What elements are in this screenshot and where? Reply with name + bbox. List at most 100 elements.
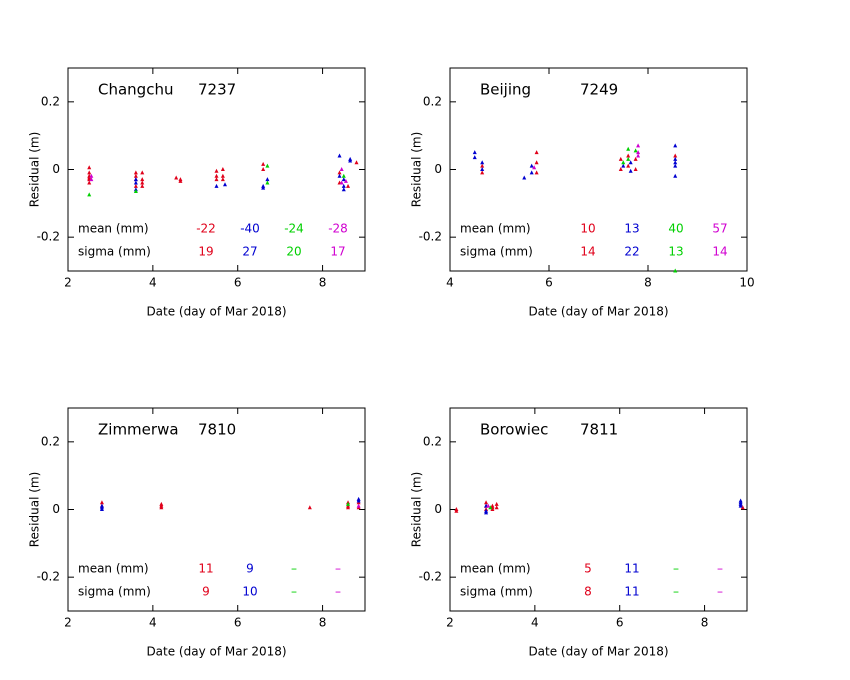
y-axis-label: Residual (m)	[410, 132, 424, 208]
point	[636, 150, 641, 155]
point	[636, 143, 641, 148]
y-tick-label: 0	[434, 162, 442, 176]
sigma-value: –	[335, 585, 341, 599]
point	[486, 503, 491, 508]
x-axis-label: Date (day of Mar 2018)	[146, 305, 286, 319]
point	[214, 177, 219, 182]
x-tick-label: 8	[319, 616, 327, 630]
sigma-value: 20	[286, 245, 301, 259]
x-tick-label: 6	[234, 276, 242, 290]
point	[99, 500, 104, 505]
sigma-value: 13	[668, 245, 683, 259]
point	[534, 160, 539, 165]
sigma-label: sigma (mm)	[78, 245, 151, 259]
y-tick-label: 0	[52, 502, 60, 516]
point	[472, 155, 477, 160]
point	[133, 188, 138, 193]
point	[628, 160, 633, 165]
point	[673, 153, 678, 158]
point	[343, 178, 348, 183]
point	[348, 158, 353, 163]
sigma-value: 14	[580, 245, 595, 259]
station-name: Beijing	[480, 81, 531, 99]
sigma-value: 10	[242, 585, 257, 599]
x-tick-label: 2	[64, 616, 72, 630]
sigma-value: 19	[198, 245, 213, 259]
x-tick-label: 4	[446, 276, 454, 290]
point	[307, 505, 312, 510]
sigma-value: –	[717, 585, 723, 599]
point	[618, 156, 623, 161]
point	[673, 268, 678, 273]
mean-label: mean (mm)	[78, 222, 149, 236]
point	[140, 177, 145, 182]
point	[480, 160, 485, 165]
station-number: 7811	[580, 421, 618, 439]
point	[87, 175, 92, 180]
y-tick-label: -0.2	[419, 230, 442, 244]
point	[133, 177, 138, 182]
point	[529, 170, 534, 175]
point	[140, 170, 145, 175]
mean-value: 11	[624, 562, 639, 576]
point	[484, 500, 489, 505]
x-axis-label: Date (day of Mar 2018)	[146, 645, 286, 659]
point	[265, 177, 270, 182]
point	[159, 505, 164, 510]
x-tick-label: 8	[319, 276, 327, 290]
sigma-value: 22	[624, 245, 639, 259]
mean-value: –	[673, 562, 679, 576]
point	[337, 173, 342, 178]
y-tick-label: 0.2	[41, 434, 60, 448]
point	[356, 498, 361, 503]
mean-label: mean (mm)	[460, 562, 531, 576]
point	[214, 168, 219, 173]
point	[673, 173, 678, 178]
x-axis-label: Date (day of Mar 2018)	[528, 305, 668, 319]
point	[346, 183, 351, 188]
point	[626, 156, 631, 161]
point	[337, 170, 342, 175]
point	[337, 153, 342, 158]
y-axis-label: Residual (m)	[28, 472, 42, 548]
station-number: 7810	[198, 421, 236, 439]
point	[673, 163, 678, 168]
point	[633, 148, 638, 153]
point	[220, 167, 225, 171]
point	[178, 177, 183, 182]
mean-value: 10	[580, 222, 595, 236]
x-tick-label: 6	[545, 276, 553, 290]
mean-value: 13	[624, 222, 639, 236]
point	[490, 503, 495, 508]
mean-value: –	[291, 562, 297, 576]
mean-value: -28	[328, 222, 348, 236]
sigma-value: –	[673, 585, 679, 599]
point	[534, 170, 539, 175]
y-tick-label: 0.2	[41, 94, 60, 108]
sigma-value: –	[291, 585, 297, 599]
mean-value: 9	[246, 562, 254, 576]
point	[339, 167, 344, 171]
point	[480, 170, 485, 175]
y-tick-label: 0.2	[423, 434, 442, 448]
point	[633, 167, 638, 171]
y-tick-label: 0	[52, 162, 60, 176]
sigma-label: sigma (mm)	[460, 585, 533, 599]
point	[214, 173, 219, 178]
point	[346, 501, 351, 506]
x-tick-label: 2	[446, 616, 454, 630]
sigma-value: 9	[202, 585, 210, 599]
point	[484, 510, 489, 515]
mean-value: -40	[240, 222, 260, 236]
sigma-label: sigma (mm)	[78, 585, 151, 599]
point	[618, 167, 623, 171]
point	[87, 192, 92, 197]
point	[261, 185, 266, 190]
point	[89, 177, 94, 182]
mean-value: –	[335, 562, 341, 576]
point	[740, 505, 745, 510]
mean-label: mean (mm)	[460, 222, 531, 236]
point	[133, 183, 138, 188]
point	[480, 167, 485, 171]
